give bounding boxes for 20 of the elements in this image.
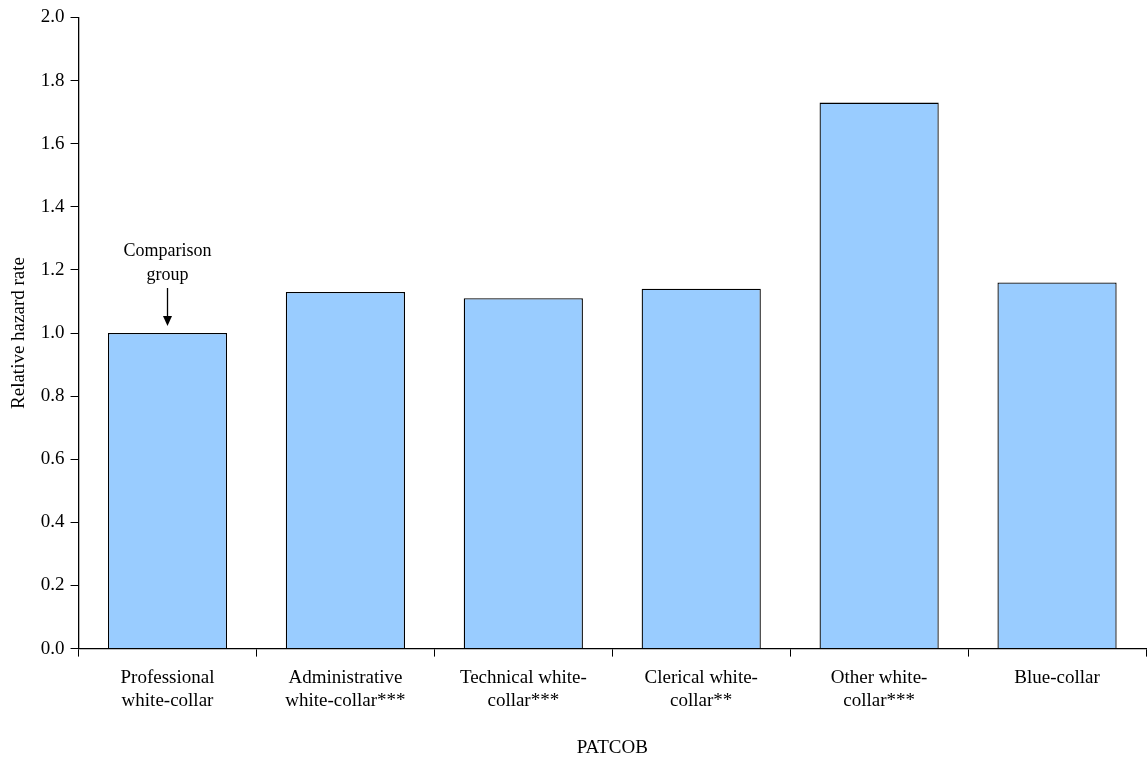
y-tick-label: 1.6	[40, 131, 65, 153]
y-tick-label: 0.8	[40, 384, 65, 406]
x-tick-label: Professional white-collar	[120, 665, 215, 710]
x-axis-title: PATCOB	[576, 735, 648, 757]
y-tick-label: 0.4	[40, 510, 66, 532]
x-tick-label: Technical white-collar***	[459, 665, 587, 710]
x-tick-label: Administrative white-collar***	[285, 665, 406, 710]
y-tick-label: 0.2	[40, 573, 65, 595]
y-tick-label: 1.2	[40, 257, 65, 279]
x-tick-label: Other white-collar***	[830, 665, 928, 710]
y-tick-label: 1.8	[40, 68, 65, 90]
y-axis-title: Relative hazard rate	[7, 257, 29, 409]
y-tick-label: 0.6	[40, 447, 65, 469]
x-tick-label: Blue-collar	[1014, 665, 1101, 687]
x-tick-label: Clerical white-collar**	[644, 665, 758, 710]
y-tick-label: 1.4	[40, 194, 66, 216]
y-tick-label: 0.0	[40, 636, 65, 658]
annotation: Comparison group	[123, 240, 212, 284]
y-tick-label: 1.0	[40, 320, 65, 342]
y-tick-label: 2.0	[40, 5, 65, 27]
